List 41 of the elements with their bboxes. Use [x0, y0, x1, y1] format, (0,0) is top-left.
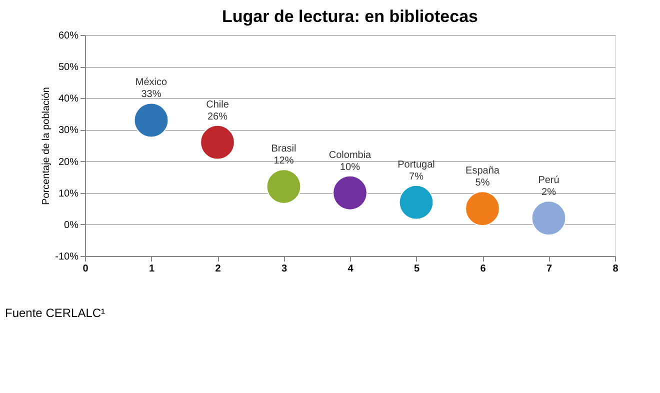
annotation: Brasil	[271, 144, 296, 155]
point	[398, 184, 434, 220]
data-label: 5%	[475, 178, 490, 189]
y-tick-label: 0%	[64, 220, 79, 231]
data-label: 26%	[207, 111, 228, 122]
y-tick-label: 30%	[58, 125, 79, 136]
x-tick-label: 1	[148, 264, 155, 274]
annotation: Portugal	[398, 159, 435, 170]
data-label: 10%	[340, 162, 360, 173]
y-tick-label: -10%	[55, 252, 79, 262]
y-tick-label: 50%	[58, 62, 79, 74]
point	[531, 200, 566, 236]
annotation: Chile	[206, 99, 230, 110]
source-note: Fuente CERLALC¹	[5, 306, 106, 320]
point	[200, 124, 235, 160]
y-axis-title: Porcentaje de la población	[41, 87, 52, 205]
annotation: México	[135, 77, 168, 88]
data-label: 12%	[274, 156, 294, 167]
point	[332, 175, 368, 210]
point	[465, 191, 500, 226]
y-tick-label: 40%	[58, 94, 79, 105]
data-label: 33%	[141, 89, 162, 100]
x-tick-label: 5	[414, 264, 420, 274]
point	[266, 169, 302, 204]
x-tick-label: 7	[546, 264, 552, 274]
y-tick-label: 20%	[58, 156, 79, 168]
x-tick-label: 0	[82, 264, 89, 274]
point	[134, 102, 169, 138]
y-tick-label: 60%	[58, 30, 79, 42]
annotation: España	[466, 166, 500, 177]
annotation: Perú	[538, 175, 560, 186]
data-label: 7%	[409, 171, 424, 182]
x-tick-label: 3	[281, 264, 288, 274]
y-tick-label: 10%	[58, 188, 79, 200]
annotation: Colombia	[328, 150, 372, 161]
x-tick-label: 4	[348, 264, 354, 274]
x-tick-label: 2	[215, 264, 222, 274]
chart-title: Lugar de lectura: en bibliotecas	[222, 7, 478, 26]
x-tick-label: 8	[612, 264, 619, 274]
data-label: 2%	[542, 187, 556, 198]
x-tick-label: 6	[480, 264, 486, 274]
